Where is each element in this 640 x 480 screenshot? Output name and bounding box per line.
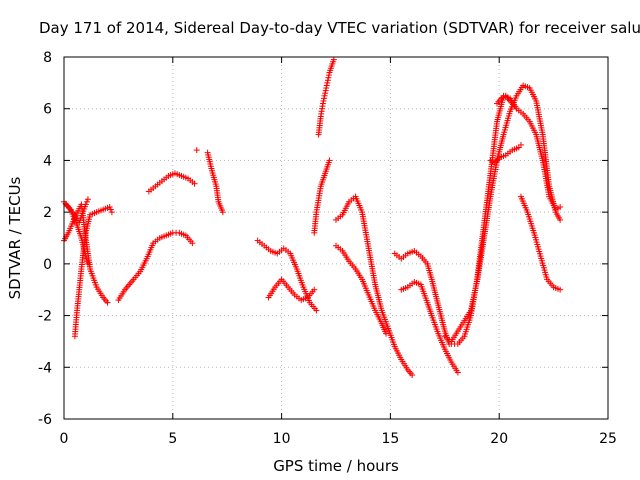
- data-point: [189, 240, 196, 247]
- grid: [64, 57, 608, 419]
- data-point: [83, 255, 90, 262]
- data-point: [107, 206, 114, 213]
- data-point: [84, 260, 91, 267]
- plot-frame: [63, 56, 609, 420]
- data-point: [108, 209, 115, 216]
- data-point: [83, 198, 90, 205]
- data-point: [84, 196, 91, 203]
- y-axis-label: SDTVAR / TECUs: [6, 176, 24, 299]
- data-points: [61, 56, 564, 379]
- data-point: [324, 79, 331, 86]
- x-tick-label: 20: [490, 431, 508, 447]
- data-point: [323, 82, 330, 89]
- y-tick-label: 4: [43, 153, 52, 169]
- y-tick-label: 2: [43, 205, 52, 221]
- data-point: [104, 299, 111, 306]
- data-point: [557, 216, 564, 223]
- y-tick-label: 8: [43, 50, 52, 66]
- x-tick-label: 25: [599, 431, 617, 447]
- x-tick-label: 15: [381, 431, 399, 447]
- data-point: [321, 95, 328, 102]
- data-point: [219, 209, 226, 216]
- x-tick-label: 5: [168, 431, 177, 447]
- data-point: [325, 74, 332, 81]
- axis-ticks: 0 5 10 15 20 25 -6 -4 -2 0 2 4 6 8: [38, 50, 617, 447]
- data-point: [557, 286, 564, 293]
- data-point: [193, 147, 200, 154]
- data-point: [454, 369, 461, 376]
- chart-title: Day 171 of 2014, Sidereal Day-to-day VTE…: [39, 19, 640, 37]
- data-point: [323, 85, 330, 92]
- data-point: [106, 203, 113, 210]
- y-tick-label: -4: [38, 360, 52, 376]
- y-tick-label: -2: [38, 309, 52, 325]
- x-axis-label: GPS time / hours: [273, 457, 399, 475]
- data-point: [409, 372, 416, 379]
- data-point: [313, 307, 320, 314]
- data-point: [517, 141, 524, 148]
- y-tick-label: -6: [38, 412, 52, 428]
- data-point: [84, 258, 91, 265]
- data-point: [311, 286, 318, 293]
- data-point: [191, 180, 198, 187]
- data-point: [322, 90, 329, 97]
- y-tick-label: 6: [43, 102, 52, 118]
- data-point: [322, 87, 329, 94]
- data-point: [82, 201, 89, 208]
- x-tick-label: 0: [60, 431, 69, 447]
- data-point: [326, 157, 333, 164]
- data-point: [330, 56, 337, 63]
- data-point: [321, 92, 328, 99]
- data-point: [319, 100, 326, 107]
- y-tick-label: 0: [43, 257, 52, 273]
- data-point: [383, 330, 390, 337]
- data-point: [320, 97, 327, 104]
- data-point: [325, 72, 332, 79]
- data-point: [511, 103, 518, 110]
- data-point: [324, 77, 331, 84]
- data-point: [557, 203, 564, 210]
- x-tick-label: 10: [273, 431, 291, 447]
